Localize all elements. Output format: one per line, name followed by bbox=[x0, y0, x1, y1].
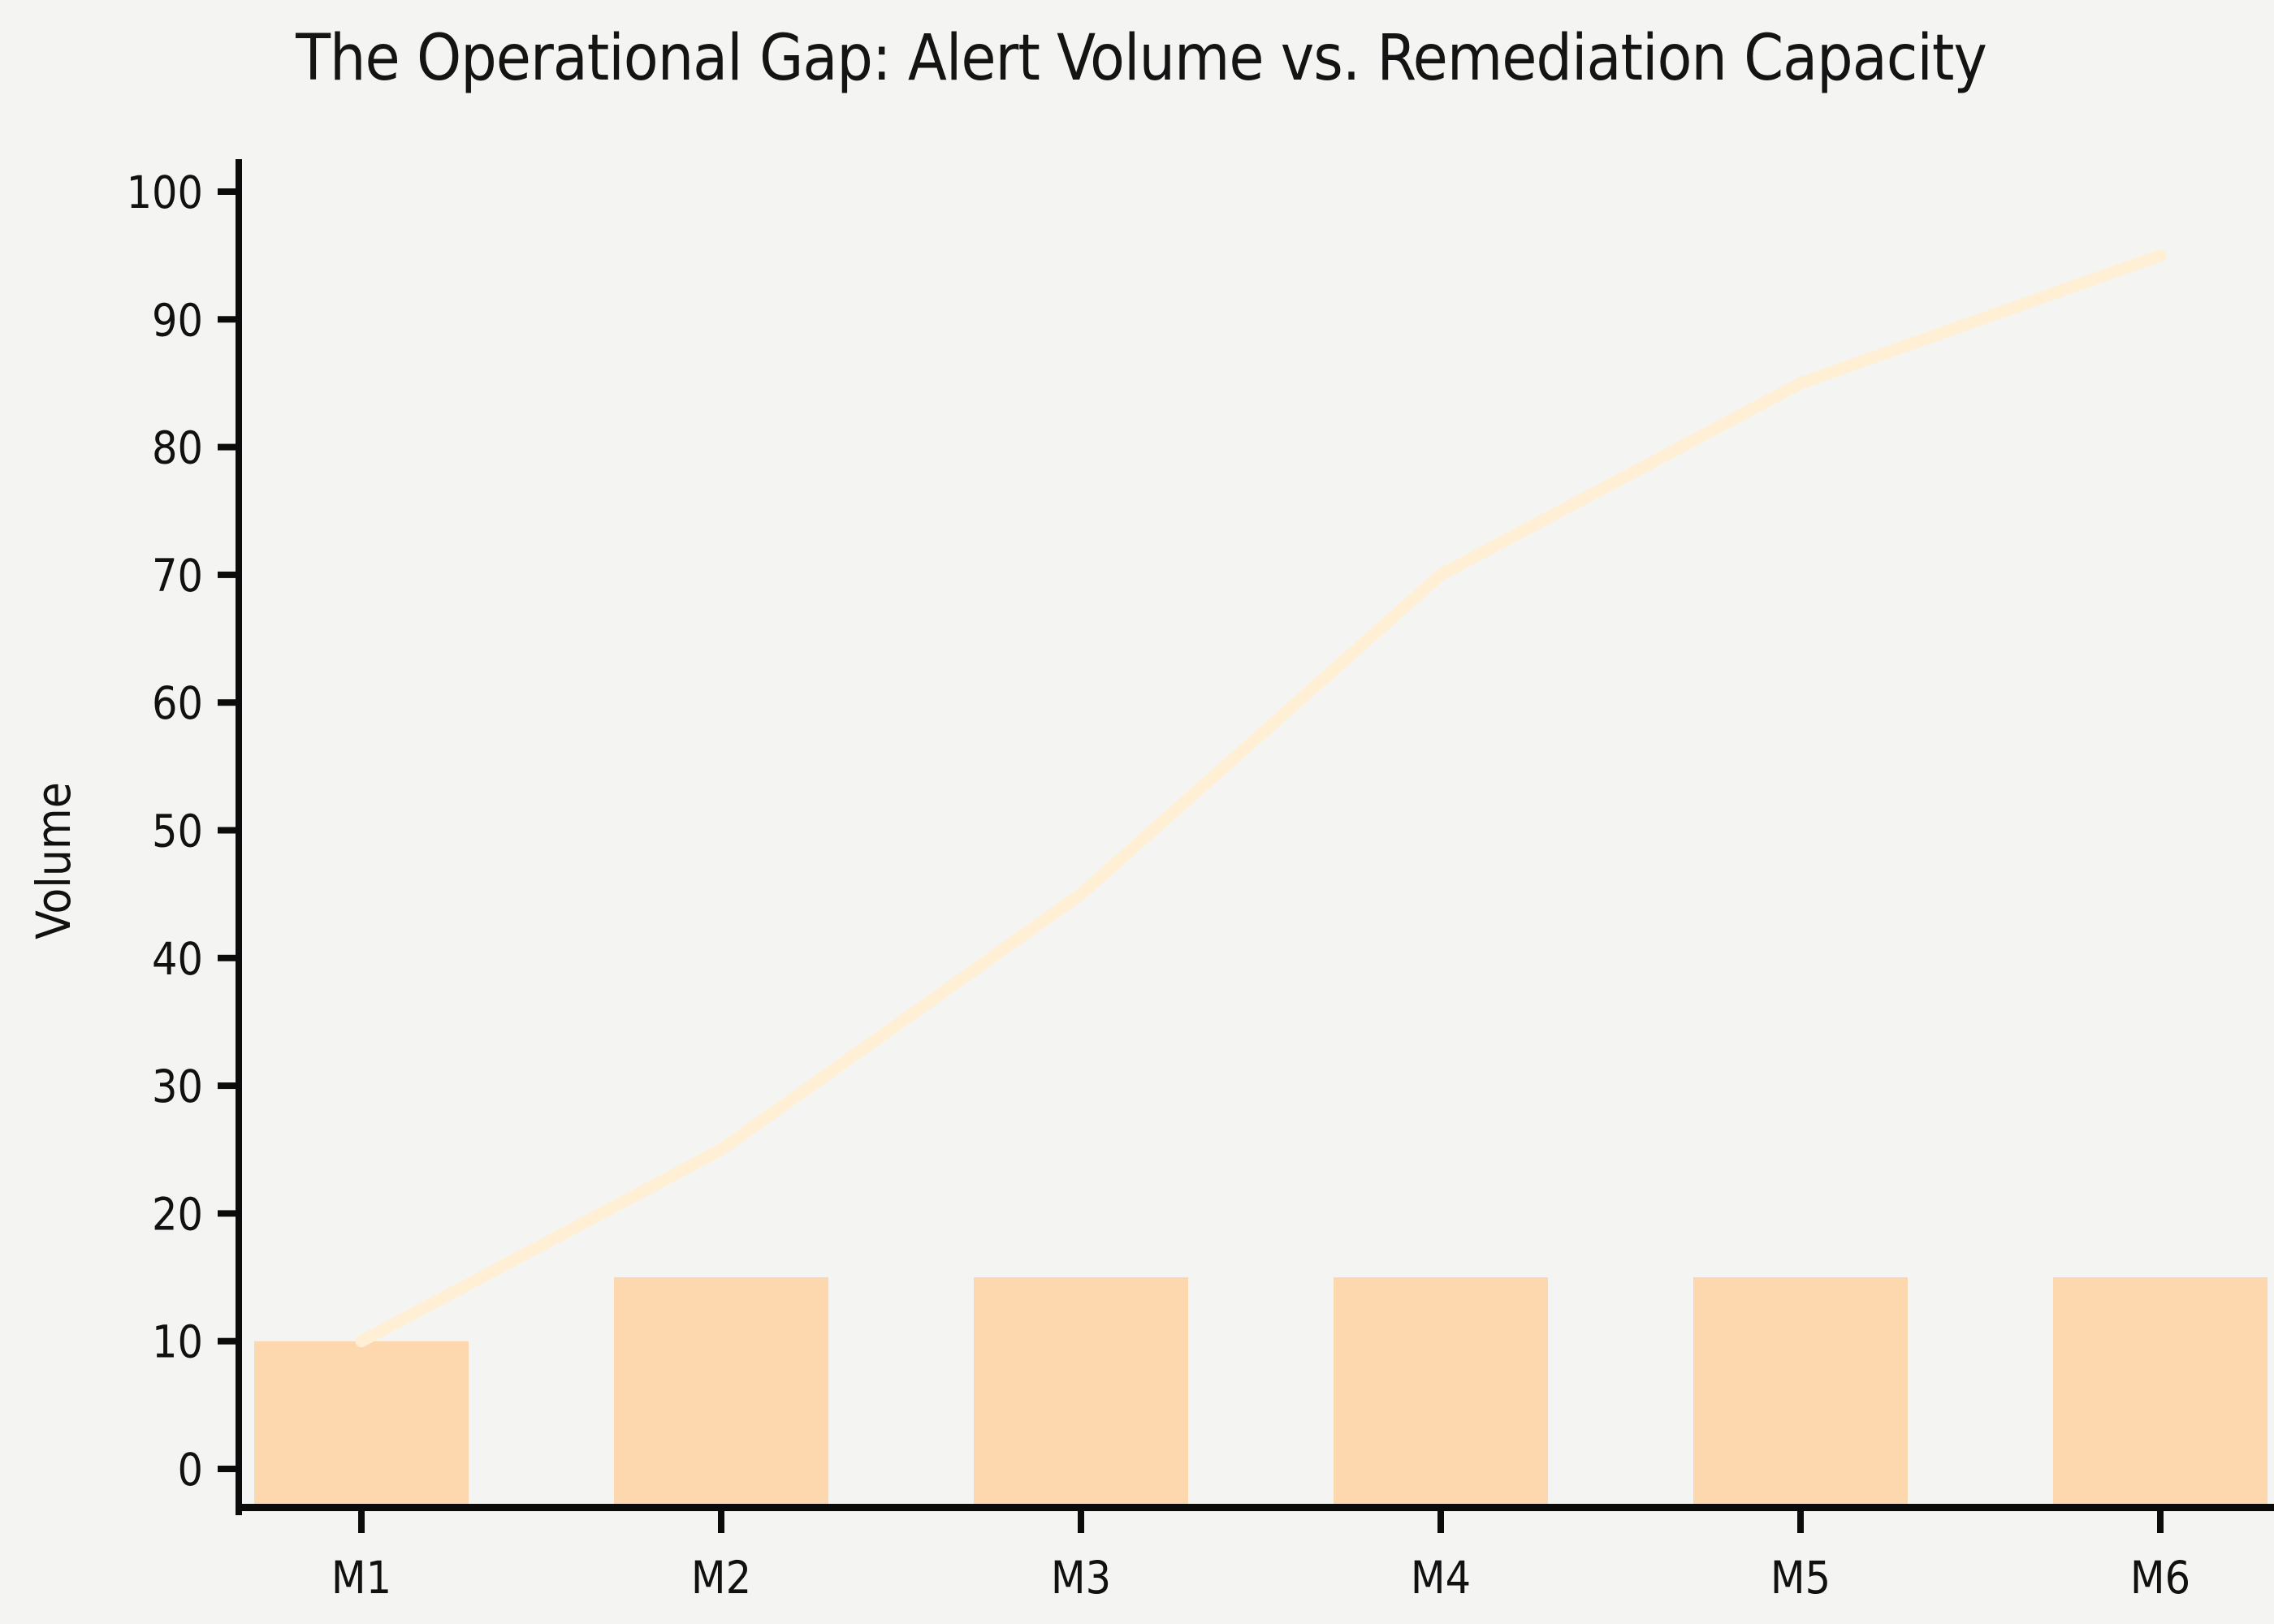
y-axis-spine bbox=[236, 159, 242, 1515]
y-tick-70 bbox=[218, 571, 236, 578]
y-tick-label-0: 0 bbox=[178, 1444, 203, 1496]
y-tick-label-70: 70 bbox=[152, 550, 203, 602]
x-tick-label-M5: M5 bbox=[1770, 1552, 1831, 1604]
y-tick-90 bbox=[218, 316, 236, 323]
y-tick-0 bbox=[218, 1466, 236, 1472]
bar-M5 bbox=[1693, 1277, 1908, 1504]
y-tick-30 bbox=[218, 1082, 236, 1090]
x-tick-M1 bbox=[358, 1511, 365, 1533]
x-tick-label-M2: M2 bbox=[691, 1552, 751, 1604]
y-tick-100 bbox=[218, 188, 236, 195]
alert-volume-line bbox=[355, 249, 2167, 1348]
y-tick-60 bbox=[218, 699, 236, 706]
x-tick-M6 bbox=[2157, 1511, 2164, 1533]
x-tick-M5 bbox=[1797, 1511, 1804, 1533]
y-tick-label-40: 40 bbox=[152, 933, 203, 985]
y-tick-label-60: 60 bbox=[152, 677, 203, 729]
y-tick-label-20: 20 bbox=[152, 1188, 203, 1240]
x-tick-label-M4: M4 bbox=[1411, 1552, 1471, 1604]
y-tick-10 bbox=[218, 1337, 236, 1345]
x-tick-label-M3: M3 bbox=[1051, 1552, 1111, 1604]
bar-M6 bbox=[2053, 1277, 2268, 1504]
y-tick-label-30: 30 bbox=[152, 1060, 203, 1112]
y-tick-label-50: 50 bbox=[152, 806, 203, 857]
y-tick-40 bbox=[218, 954, 236, 961]
y-tick-label-100: 100 bbox=[127, 166, 203, 218]
y-tick-20 bbox=[218, 1210, 236, 1217]
y-tick-label-80: 80 bbox=[152, 422, 203, 474]
x-axis-spine bbox=[236, 1504, 2274, 1511]
bar-M1 bbox=[254, 1341, 469, 1504]
y-tick-label-10: 10 bbox=[152, 1316, 203, 1368]
x-tick-M2 bbox=[718, 1511, 724, 1533]
x-tick-label-M6: M6 bbox=[2130, 1552, 2190, 1604]
chart-title: The Operational Gap: Alert Volume vs. Re… bbox=[296, 22, 1987, 95]
x-tick-label-M1: M1 bbox=[331, 1552, 391, 1604]
bar-M3 bbox=[974, 1277, 1188, 1504]
x-tick-M3 bbox=[1078, 1511, 1084, 1533]
y-tick-80 bbox=[218, 443, 236, 451]
bar-M4 bbox=[1334, 1277, 1548, 1504]
x-tick-M4 bbox=[1437, 1511, 1444, 1533]
y-tick-50 bbox=[218, 827, 236, 834]
bar-M2 bbox=[614, 1277, 828, 1504]
y-tick-label-90: 90 bbox=[152, 294, 203, 346]
